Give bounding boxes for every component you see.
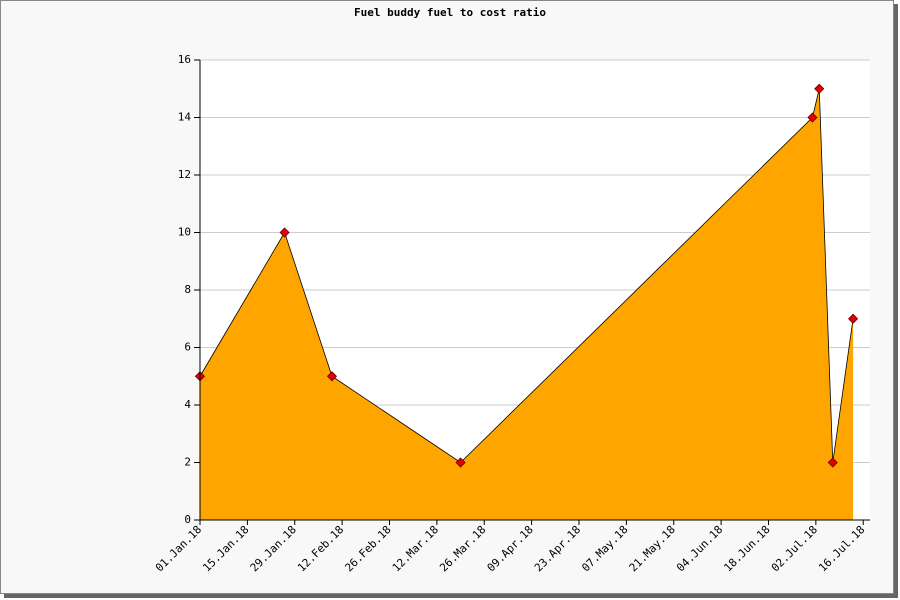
chart-title: Fuel buddy fuel to cost ratio xyxy=(354,6,546,19)
marker xyxy=(455,457,466,468)
marker xyxy=(848,313,859,324)
line xyxy=(199,88,854,464)
y-tick-label: 4 xyxy=(184,398,191,411)
y-tick-label: 12 xyxy=(178,168,191,181)
marker xyxy=(814,83,825,94)
marker xyxy=(326,371,338,382)
y-tick-label: 2 xyxy=(184,456,191,469)
y-tick-label: 10 xyxy=(178,226,191,239)
marker xyxy=(807,112,818,123)
y-tick-label: 16 xyxy=(178,53,191,66)
y-tick-label: 6 xyxy=(184,341,191,354)
y-tick-label: 14 xyxy=(178,111,192,124)
marker xyxy=(827,457,838,468)
area xyxy=(200,88,854,520)
y-tick-label: 8 xyxy=(184,283,191,296)
y-tick-label: 0 xyxy=(184,513,191,526)
marker xyxy=(279,227,290,238)
